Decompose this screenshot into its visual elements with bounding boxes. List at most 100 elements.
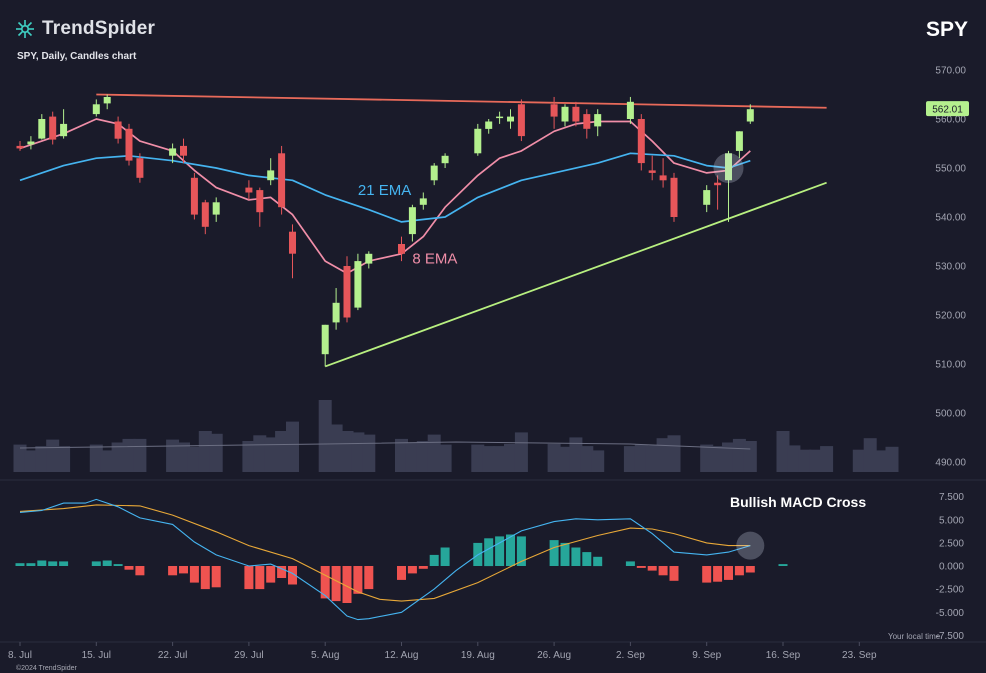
macd-histogram-bar [745,566,755,573]
volume-bar [885,446,899,472]
candle-bearish[interactable] [583,109,591,139]
volume-bar [24,450,38,472]
volume-bar [722,442,735,472]
candle-bearish[interactable] [256,187,264,227]
volume-bar [558,446,572,472]
volume-bar [275,431,289,472]
candle-bearish[interactable] [278,145,286,215]
macd-histogram-bar [288,566,297,585]
8-ema-label: 8 EMA [412,251,457,268]
candle-bearish[interactable] [125,123,133,166]
candle-bullish[interactable] [92,99,100,117]
candle-bullish[interactable] [212,197,220,222]
candle-bullish[interactable] [496,111,504,124]
candle-body [16,145,24,149]
candle-bullish[interactable] [474,123,482,156]
volume-bar [787,445,801,472]
candle-bearish[interactable] [714,175,722,210]
candle-bullish[interactable] [365,251,373,269]
macd-histogram-bar [26,563,36,566]
candle-body [38,119,46,139]
candle-bearish[interactable] [637,114,645,171]
candle-bullish[interactable] [169,143,177,164]
price-axis-label: 570.00 [935,66,966,77]
candle-bullish[interactable] [441,153,449,168]
candle-bearish[interactable] [550,96,558,129]
candle-bullish[interactable] [321,324,329,367]
candle-bullish[interactable] [267,158,275,186]
candle-bearish[interactable] [659,158,667,188]
candle-body [572,106,580,122]
macd-histogram-bar [189,566,199,583]
volume-bar [514,432,528,472]
candle-bearish[interactable] [136,153,144,183]
candle-body [430,165,438,181]
candle-bullish[interactable] [735,131,743,159]
macd-histogram-bar [778,564,788,566]
candle-bullish[interactable] [485,119,493,134]
candle-body [735,131,743,151]
candle-bearish[interactable] [648,155,656,181]
candle-bullish[interactable] [507,109,514,129]
volume-bar [471,444,485,472]
candle-body [474,128,482,154]
macd-histogram-bar [593,556,603,567]
candle-body [398,244,405,254]
candle-bearish[interactable] [289,224,296,279]
candle-bullish[interactable] [103,94,111,110]
candle-bullish[interactable] [408,204,416,242]
candle-bullish[interactable] [354,253,362,311]
macd-histogram-bar [506,534,515,566]
candle-bearish[interactable] [201,199,209,235]
volume-bar [852,449,866,472]
macd-line [19,498,751,621]
macd-histogram-bar [37,560,47,566]
volume-bar [340,431,354,472]
candle-bullish[interactable] [746,104,754,124]
candle-bullish[interactable] [27,136,35,150]
candle-body [485,121,493,129]
volume-average-line [19,441,751,450]
candle-bullish[interactable] [725,150,732,222]
candle-bullish[interactable] [430,163,438,186]
candle-bullish[interactable] [332,288,340,330]
candle-bearish[interactable] [343,256,351,323]
candle-bearish[interactable] [114,116,122,144]
volume-bar [580,446,594,472]
candle-bullish[interactable] [561,104,569,127]
volume-bar [656,438,670,472]
volume-bar [874,450,888,472]
candle-body [60,123,68,137]
candle-body [637,119,645,164]
volume-bar [405,442,419,472]
candles [16,94,754,367]
cross-highlight-circle [713,153,744,183]
candle-body [583,114,591,129]
candle-bearish[interactable] [670,172,678,222]
candle-bearish[interactable] [49,111,57,145]
candle-bullish[interactable] [60,109,68,139]
volume-bar [89,444,103,472]
candle-bearish[interactable] [190,172,198,220]
candle-bearish[interactable] [16,141,24,151]
candle-bearish[interactable] [517,99,525,142]
time-axis-label: 29. Jul [234,650,263,661]
candle-bullish[interactable] [419,192,427,210]
macd-histogram-bar [331,566,341,602]
volume-bar [438,444,452,472]
volume-bar [820,446,834,472]
candle-bullish[interactable] [703,185,711,213]
macd-histogram-bar [124,566,134,570]
candle-bearish[interactable] [245,180,253,200]
macd-histogram-bar [135,566,145,576]
candle-body [725,153,732,181]
candle-bearish[interactable] [572,101,580,127]
candle-bearish[interactable] [180,138,187,164]
candle-bullish[interactable] [626,96,634,124]
candle-bearish[interactable] [398,236,405,262]
candle-bullish[interactable] [38,114,46,140]
candle-bullish[interactable] [594,109,602,137]
candle-body [321,324,329,355]
candle-body [114,121,122,139]
